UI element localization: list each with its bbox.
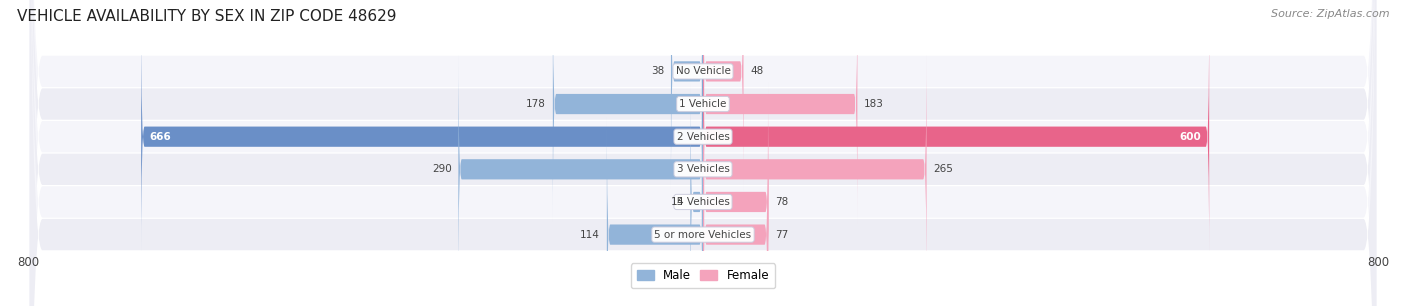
Text: 3 Vehicles: 3 Vehicles	[676, 164, 730, 174]
Text: 2 Vehicles: 2 Vehicles	[676, 132, 730, 142]
FancyBboxPatch shape	[703, 0, 744, 192]
Text: 78: 78	[776, 197, 789, 207]
FancyBboxPatch shape	[703, 81, 769, 306]
FancyBboxPatch shape	[607, 114, 703, 306]
Text: 4 Vehicles: 4 Vehicles	[676, 197, 730, 207]
FancyBboxPatch shape	[30, 0, 1376, 306]
FancyBboxPatch shape	[703, 0, 858, 225]
FancyBboxPatch shape	[141, 16, 703, 257]
FancyBboxPatch shape	[30, 0, 1376, 306]
Text: 48: 48	[751, 66, 763, 76]
FancyBboxPatch shape	[690, 81, 703, 306]
Text: 265: 265	[934, 164, 953, 174]
FancyBboxPatch shape	[30, 0, 1376, 306]
FancyBboxPatch shape	[30, 0, 1376, 306]
Text: 183: 183	[865, 99, 884, 109]
Text: 666: 666	[149, 132, 172, 142]
Text: 5 or more Vehicles: 5 or more Vehicles	[654, 230, 752, 240]
FancyBboxPatch shape	[703, 16, 1209, 257]
Text: 114: 114	[581, 230, 600, 240]
Text: 600: 600	[1180, 132, 1201, 142]
Legend: Male, Female: Male, Female	[631, 263, 775, 288]
Text: 290: 290	[432, 164, 451, 174]
Text: 38: 38	[651, 66, 664, 76]
FancyBboxPatch shape	[671, 0, 703, 192]
Text: 15: 15	[671, 197, 683, 207]
FancyBboxPatch shape	[458, 49, 703, 290]
FancyBboxPatch shape	[30, 0, 1376, 306]
Text: Source: ZipAtlas.com: Source: ZipAtlas.com	[1271, 9, 1389, 19]
Text: 178: 178	[526, 99, 546, 109]
Text: 1 Vehicle: 1 Vehicle	[679, 99, 727, 109]
FancyBboxPatch shape	[30, 0, 1376, 306]
Text: No Vehicle: No Vehicle	[675, 66, 731, 76]
Text: 77: 77	[775, 230, 787, 240]
FancyBboxPatch shape	[703, 49, 927, 290]
Text: VEHICLE AVAILABILITY BY SEX IN ZIP CODE 48629: VEHICLE AVAILABILITY BY SEX IN ZIP CODE …	[17, 9, 396, 24]
FancyBboxPatch shape	[553, 0, 703, 225]
FancyBboxPatch shape	[703, 114, 768, 306]
